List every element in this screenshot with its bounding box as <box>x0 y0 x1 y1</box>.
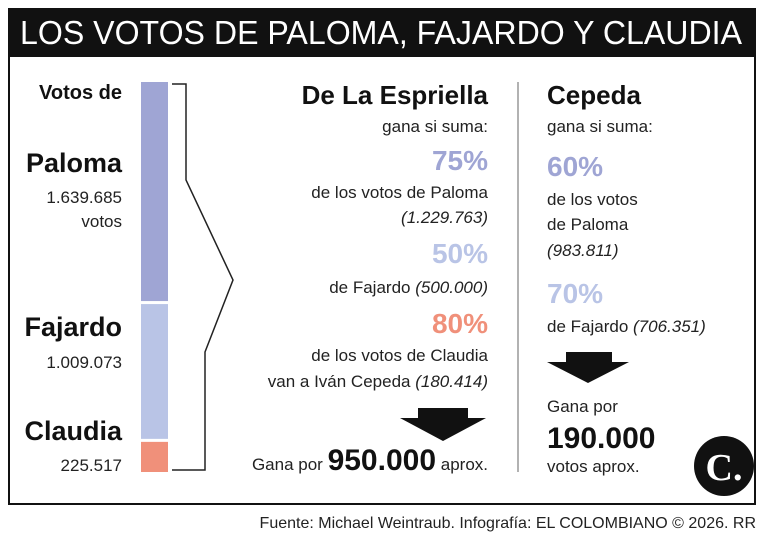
arrow <box>547 352 629 383</box>
title-bar <box>8 8 756 56</box>
bar-segment <box>141 441 168 472</box>
percent: 75% <box>432 145 488 176</box>
percent: 70% <box>547 278 603 309</box>
percent: 50% <box>432 238 488 269</box>
text: de los votos <box>547 190 638 209</box>
text: de Fajardo <box>329 278 410 297</box>
segment-name: Fajardo <box>24 312 122 342</box>
segment-votes: 1.639.685 <box>46 188 122 207</box>
logo <box>694 436 754 496</box>
text: de Paloma <box>547 215 629 234</box>
segment-name: Paloma <box>26 148 123 178</box>
votes: (1.229.763) <box>401 208 488 227</box>
brace <box>172 83 234 471</box>
segment-votes: 1.009.073 <box>46 353 122 372</box>
votes: (706.351) <box>633 317 706 336</box>
segment-votes: 225.517 <box>61 456 122 475</box>
bar-segment <box>141 82 168 302</box>
votes: (983.811) <box>547 241 619 260</box>
text: Gana por <box>252 455 323 474</box>
result-value: 190.000 <box>547 422 655 455</box>
arrow <box>400 408 486 441</box>
bar-segment <box>141 304 168 439</box>
votes: (180.414) <box>415 372 488 391</box>
text: de Fajardo <box>547 317 628 336</box>
votes: (500.000) <box>415 278 488 297</box>
left-heading: Votos de <box>39 82 122 104</box>
text: Gana por <box>547 397 618 416</box>
percent: 80% <box>432 308 488 339</box>
stacked-bar <box>141 82 168 472</box>
segment-unit: votos <box>81 212 122 231</box>
text-line: de Fajardo (706.351) <box>547 317 706 336</box>
candidate-name: De La Espriella <box>302 80 489 110</box>
text: votos aprox. <box>547 457 640 476</box>
text: van a Iván Cepeda <box>268 372 411 391</box>
subtitle: gana si suma: <box>382 117 488 136</box>
text: de los votos de Claudia <box>311 346 488 365</box>
segment-name: Claudia <box>24 416 123 446</box>
candidate-name: Cepeda <box>547 80 641 110</box>
percent: 60% <box>547 151 603 182</box>
logo-text: C. <box>706 447 743 489</box>
text-line: de Fajardo (500.000) <box>329 278 488 297</box>
title: LOS VOTOS DE PALOMA, FAJARDO Y CLAUDIA <box>20 14 742 51</box>
result-line: Gana por 950.000 aprox. <box>252 444 488 477</box>
result-value: 950.000 <box>328 444 436 477</box>
text: de los votos de Paloma <box>311 183 488 202</box>
text: aprox. <box>441 455 488 474</box>
text-line: van a Iván Cepeda (180.414) <box>268 372 488 391</box>
frame <box>8 55 756 505</box>
subtitle: gana si suma: <box>547 117 653 136</box>
footer: Fuente: Michael Weintraub. Infografía: E… <box>260 515 756 532</box>
